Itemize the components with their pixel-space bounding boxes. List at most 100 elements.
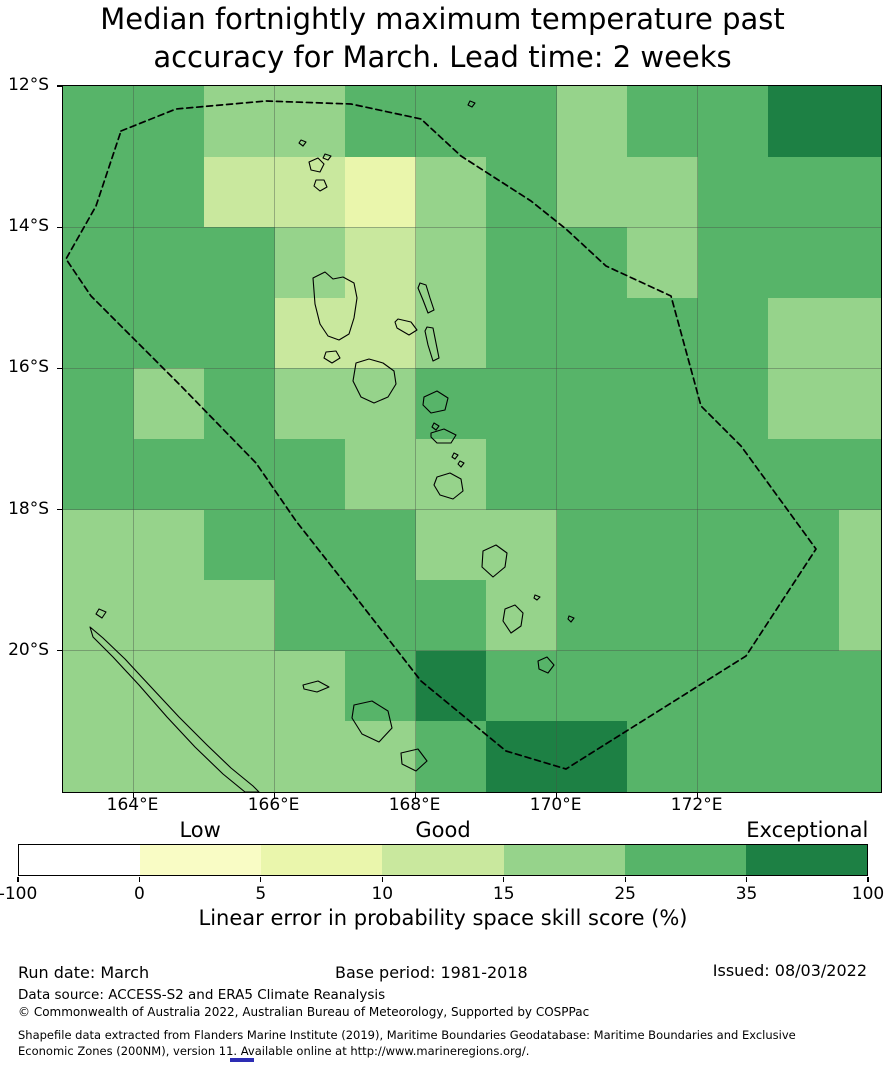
base-period-text: Base period: 1981-2018	[335, 963, 528, 982]
island-coastline	[302, 680, 330, 693]
island-coastline	[312, 271, 358, 341]
grid-cell	[486, 580, 558, 652]
grid-cell	[486, 227, 558, 299]
coastlines	[89, 100, 575, 792]
island-coastline	[567, 615, 575, 623]
grid-cell	[838, 368, 881, 440]
grid-cell	[627, 297, 699, 369]
grid-cell	[627, 439, 699, 511]
island-coastline	[467, 100, 476, 108]
grid-cell	[627, 650, 699, 722]
grid-cell	[838, 650, 881, 722]
grid-cell	[486, 439, 558, 511]
island-coastline	[430, 428, 457, 444]
colorbar-tick-labels: -100 0 5 10 15 25 35 100	[0, 884, 884, 904]
grid-cell	[133, 509, 205, 581]
grid-cell	[274, 650, 346, 722]
y-tick-label: 20°S	[8, 639, 49, 660]
grid-cell	[486, 368, 558, 440]
island-coastline	[502, 604, 524, 634]
grid-cell	[133, 721, 205, 792]
grid-cell	[838, 86, 881, 158]
grid-cell	[63, 297, 135, 369]
island-coastline	[451, 452, 459, 460]
grid-cell	[63, 439, 135, 511]
grid-cell	[838, 156, 881, 228]
grid-cell	[768, 227, 840, 299]
island-coastline	[431, 422, 440, 431]
gridline-horizontal	[63, 509, 881, 511]
grid-cell	[697, 509, 769, 581]
grid-cell	[627, 580, 699, 652]
colorbar-tick-mark	[503, 877, 505, 882]
grid-cell	[274, 227, 346, 299]
grid-cell	[768, 156, 840, 228]
grid-cell	[486, 86, 558, 158]
grid-cell	[415, 509, 487, 581]
y-axis-labels: 12°S 14°S 16°S 18°S 20°S	[0, 75, 56, 791]
grid-cell	[838, 721, 881, 792]
issued-date-text: Issued: 08/03/2022	[712, 961, 867, 980]
colorbar-category-label: Exceptional	[746, 818, 869, 842]
grid-cell	[838, 227, 881, 299]
grid-cell	[556, 297, 628, 369]
colorbar-segment	[19, 845, 141, 875]
gridline-vertical	[133, 86, 135, 792]
grid-cell	[768, 297, 840, 369]
x-tick-label: 170°E	[529, 795, 582, 815]
grid-cell	[204, 86, 276, 158]
island-coastline	[457, 460, 465, 468]
x-tick-mark	[132, 793, 135, 798]
grid-cell	[768, 580, 840, 652]
grid-cell	[415, 297, 487, 369]
map-plot	[57, 85, 882, 798]
gridline-vertical	[697, 86, 699, 792]
shapefile-note-text: Shapefile data extracted from Flanders M…	[18, 1028, 796, 1058]
colorbar-tick-marks	[17, 876, 869, 883]
page-title: Median fortnightly maximum temperature p…	[0, 0, 885, 76]
grid-cell	[556, 650, 628, 722]
grid-cell	[768, 86, 840, 158]
colorbar-tick-mark	[138, 877, 141, 882]
grid-cell	[697, 721, 769, 792]
grid-cell	[345, 227, 417, 299]
grid-cell	[415, 650, 487, 722]
colorbar-segment	[261, 845, 383, 875]
colorbar	[18, 844, 868, 876]
grid-cell	[274, 439, 346, 511]
x-tick-label: 172°E	[670, 795, 723, 815]
island-coastline	[400, 748, 428, 772]
grid-cell	[133, 227, 205, 299]
grid-cell	[63, 86, 135, 158]
grid-cell	[486, 650, 558, 722]
colorbar-tick-mark	[745, 877, 748, 882]
grid-cell	[768, 721, 840, 792]
grid-cell	[345, 86, 417, 158]
colorbar-segment	[382, 845, 504, 875]
gridline-vertical	[556, 86, 558, 792]
grid-cell	[838, 580, 881, 652]
grid-cell	[556, 368, 628, 440]
data-source-text: Data source: ACCESS-S2 and ERA5 Climate …	[18, 987, 386, 1003]
grid-cell	[768, 368, 840, 440]
grid-cell	[274, 509, 346, 581]
grid-cell	[63, 227, 135, 299]
gridline-horizontal	[63, 226, 881, 228]
colorbar-segment	[745, 845, 867, 875]
island-coastline	[481, 544, 508, 578]
grid-cell	[415, 156, 487, 228]
grid-cell	[133, 297, 205, 369]
grid-cell	[486, 156, 558, 228]
x-tick-label: 164°E	[106, 795, 159, 815]
grid-cell	[697, 439, 769, 511]
grid-cell	[204, 580, 276, 652]
grid-cell	[204, 297, 276, 369]
grid-cell	[345, 509, 417, 581]
colorbar-category-label: Good	[415, 818, 471, 842]
grid-cell	[345, 368, 417, 440]
island-coastline	[308, 157, 325, 173]
island-coastline	[95, 608, 107, 619]
grid-cell	[133, 580, 205, 652]
grid-cell	[274, 368, 346, 440]
grid-cell	[838, 297, 881, 369]
